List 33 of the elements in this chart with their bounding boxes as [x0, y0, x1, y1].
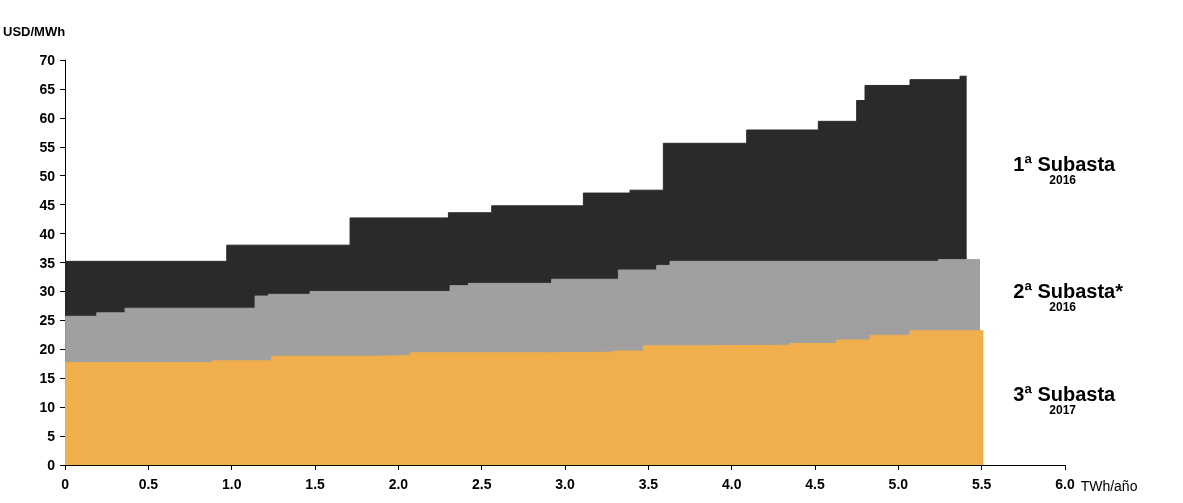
- x-tick-label: 4.0: [721, 476, 742, 492]
- y-tick-label: 30: [39, 283, 56, 300]
- y-tick-label: 25: [39, 312, 56, 329]
- y-tick-label: 5: [47, 428, 56, 445]
- y-tick-label: 60: [39, 109, 56, 126]
- y-tick-label: 45: [39, 196, 56, 213]
- series-label: 3ª Subasta2017: [1013, 382, 1117, 417]
- x-tick-label: 5.5: [971, 476, 992, 492]
- y-tick-label: 35: [39, 254, 56, 271]
- y-tick-label: 10: [39, 399, 56, 416]
- y-axis-title: USD/MWh: [2, 24, 66, 39]
- y-tick-label: 15: [39, 370, 56, 387]
- y-tick-label: 20: [39, 341, 56, 358]
- x-tick-label: 5.0: [888, 476, 909, 492]
- x-tick-label: 6.0: [1055, 476, 1075, 492]
- y-tick-label: 50: [39, 167, 56, 184]
- y-tick-label: 40: [39, 225, 56, 242]
- series-label: 2ª Subasta*2016: [1013, 280, 1124, 315]
- x-tick-label: 0: [61, 476, 70, 492]
- text: 1ª Subasta2016: [1013, 152, 1117, 187]
- y-tick-label: 70: [39, 52, 56, 68]
- x-tick-label: 1.5: [305, 476, 326, 492]
- x-tick-label: 1.0: [222, 476, 242, 492]
- y-tick-label: 65: [39, 80, 56, 97]
- x-tick-label: 3.0: [555, 476, 575, 492]
- x-tick-label: 4.5: [805, 476, 825, 492]
- x-tick-label: 2.5: [471, 476, 492, 492]
- x-tick-label: 3.5: [638, 476, 659, 492]
- x-tick-label: 0.5: [138, 476, 159, 492]
- y-tick-label: 55: [39, 138, 56, 155]
- y-tick-label: 0: [47, 457, 56, 473]
- x-tick-label: 2.0: [388, 476, 409, 492]
- x-axis-title: TWh/año: [1080, 478, 1138, 494]
